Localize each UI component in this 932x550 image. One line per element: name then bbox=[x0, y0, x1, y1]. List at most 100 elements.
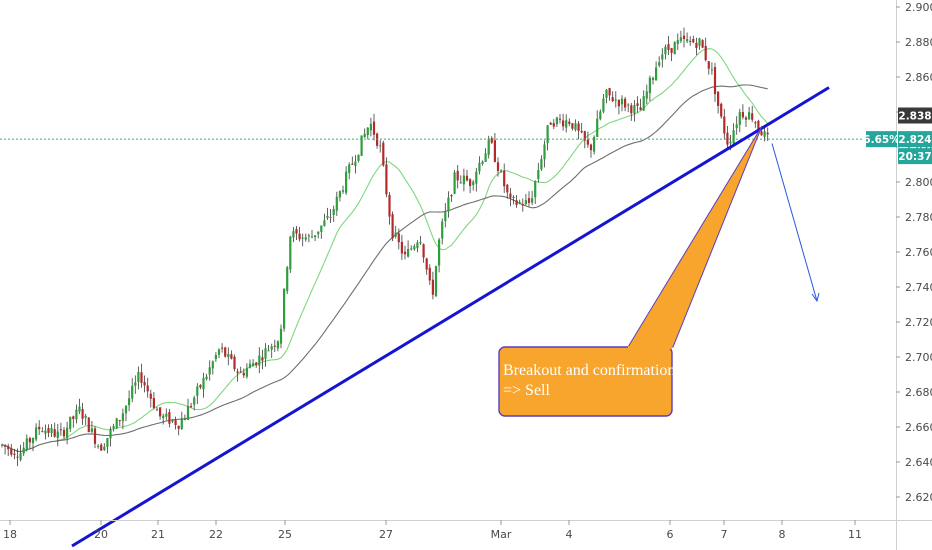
candle bbox=[462, 168, 465, 192]
candle-body bbox=[397, 233, 400, 243]
candle-body bbox=[47, 428, 50, 433]
candle bbox=[217, 348, 221, 359]
candle bbox=[162, 413, 165, 425]
candle-body bbox=[140, 372, 143, 383]
candle-body bbox=[16, 456, 19, 458]
candle-body bbox=[388, 194, 391, 217]
candle bbox=[78, 398, 81, 414]
candle-body bbox=[605, 89, 608, 98]
candle-body bbox=[506, 184, 509, 193]
candle-body bbox=[345, 171, 348, 193]
candle bbox=[118, 419, 121, 427]
candle bbox=[413, 244, 416, 251]
candle bbox=[149, 389, 152, 408]
candle-body bbox=[66, 427, 69, 438]
candle-body bbox=[531, 198, 534, 203]
candle-body bbox=[620, 98, 624, 105]
candle-body bbox=[97, 446, 100, 448]
candle bbox=[115, 417, 118, 429]
candle-body bbox=[754, 122, 757, 124]
candle bbox=[295, 226, 298, 241]
candle bbox=[648, 75, 651, 101]
candle-body bbox=[738, 112, 741, 125]
y-tick-label: 2.640 bbox=[905, 456, 932, 469]
candle-body bbox=[0, 444, 4, 446]
candle-body bbox=[524, 200, 527, 205]
candle bbox=[93, 425, 97, 449]
candle bbox=[568, 118, 571, 127]
y-tick-label: 2.880 bbox=[905, 36, 932, 49]
candle-body bbox=[332, 208, 335, 215]
candle-body bbox=[242, 372, 245, 376]
candle-body bbox=[224, 347, 227, 357]
candle bbox=[658, 56, 661, 68]
candle bbox=[469, 178, 472, 194]
candle bbox=[348, 162, 351, 180]
x-tick-label: 21 bbox=[151, 528, 165, 541]
price-label-text: 2.824 bbox=[898, 134, 931, 146]
y-tick-label: 2.900 bbox=[905, 1, 932, 14]
candle-body bbox=[196, 386, 199, 396]
candle bbox=[310, 229, 314, 239]
candle bbox=[4, 444, 7, 455]
candle bbox=[521, 198, 524, 212]
candle bbox=[636, 96, 639, 113]
candle-body bbox=[50, 427, 53, 434]
candle bbox=[515, 195, 518, 208]
candle bbox=[543, 140, 546, 168]
candle bbox=[84, 413, 87, 426]
candle-body bbox=[416, 242, 419, 249]
y-tick-label: 2.780 bbox=[905, 211, 932, 224]
candle bbox=[186, 398, 190, 421]
candle-body bbox=[183, 417, 186, 421]
candle bbox=[493, 132, 496, 163]
candle-body bbox=[583, 131, 586, 141]
candle bbox=[580, 122, 583, 134]
candle-body bbox=[462, 175, 465, 185]
candle-body bbox=[555, 117, 558, 125]
y-tick-label: 2.860 bbox=[905, 71, 932, 84]
candle bbox=[363, 128, 366, 138]
candle-body bbox=[354, 161, 357, 166]
y-tick-label: 2.740 bbox=[905, 281, 932, 294]
candle-body bbox=[521, 204, 524, 206]
callout-join bbox=[628, 346, 672, 349]
candle-body bbox=[400, 241, 403, 254]
price-label-text: 6.65% bbox=[863, 134, 900, 146]
price-label: 2.838 bbox=[898, 107, 932, 124]
candle bbox=[419, 235, 422, 245]
candle-body bbox=[357, 154, 360, 161]
x-tick-label: 11 bbox=[848, 528, 862, 541]
candle-body bbox=[205, 376, 208, 380]
candle bbox=[264, 343, 267, 367]
candle-body bbox=[478, 162, 481, 172]
candle-body bbox=[329, 216, 332, 218]
candle-body bbox=[93, 428, 97, 444]
candle bbox=[221, 343, 224, 353]
candle-body bbox=[190, 405, 193, 407]
candle bbox=[589, 143, 593, 158]
candle bbox=[379, 140, 382, 153]
candle bbox=[407, 240, 410, 258]
candle bbox=[10, 443, 13, 457]
candle-body bbox=[543, 144, 546, 160]
y-tick-label: 2.680 bbox=[905, 386, 932, 399]
candle-body bbox=[490, 138, 493, 143]
candle-body bbox=[289, 236, 292, 270]
candle bbox=[704, 37, 707, 62]
callout-text-line: Breakout and confirmation bbox=[503, 362, 675, 379]
candle bbox=[171, 419, 174, 424]
candle bbox=[546, 125, 549, 151]
candle bbox=[599, 109, 602, 121]
candle-body bbox=[165, 413, 168, 417]
candle bbox=[44, 424, 47, 440]
candle bbox=[490, 136, 493, 144]
candle bbox=[357, 154, 360, 163]
candle bbox=[304, 233, 307, 242]
candle-body bbox=[549, 122, 552, 125]
candle-body bbox=[211, 361, 214, 369]
y-tick-label: 2.620 bbox=[905, 491, 932, 504]
candle-body bbox=[453, 172, 456, 194]
candle-body bbox=[413, 246, 416, 250]
